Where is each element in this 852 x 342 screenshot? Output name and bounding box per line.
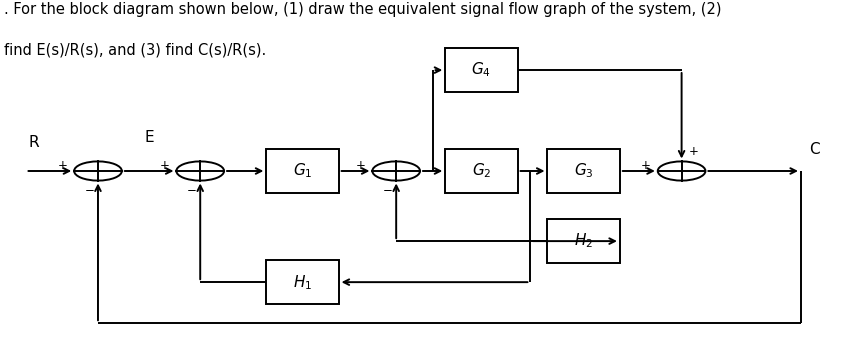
Text: C: C xyxy=(809,142,820,157)
Circle shape xyxy=(176,161,224,181)
FancyBboxPatch shape xyxy=(445,149,517,193)
Text: $H_2$: $H_2$ xyxy=(574,232,593,250)
Text: +: + xyxy=(641,159,651,172)
Text: −: − xyxy=(187,184,197,197)
Text: −: − xyxy=(84,184,95,197)
Text: R: R xyxy=(29,135,39,150)
Text: . For the block diagram shown below, (1) draw the equivalent signal flow graph o: . For the block diagram shown below, (1)… xyxy=(4,2,722,17)
FancyBboxPatch shape xyxy=(548,149,620,193)
Text: +: + xyxy=(355,159,366,172)
Text: +: + xyxy=(688,145,699,158)
Circle shape xyxy=(658,161,705,181)
Text: find E(s)/R(s), and (3) find C(s)/R(s).: find E(s)/R(s), and (3) find C(s)/R(s). xyxy=(4,43,267,58)
FancyBboxPatch shape xyxy=(266,149,339,193)
FancyBboxPatch shape xyxy=(548,219,620,263)
Text: −: − xyxy=(383,184,393,197)
Text: $G_1$: $G_1$ xyxy=(293,162,312,180)
Text: $G_2$: $G_2$ xyxy=(472,162,491,180)
Text: $G_4$: $G_4$ xyxy=(471,61,492,79)
Text: E: E xyxy=(144,130,154,145)
FancyBboxPatch shape xyxy=(266,260,339,304)
Circle shape xyxy=(372,161,420,181)
Text: +: + xyxy=(57,159,67,172)
FancyBboxPatch shape xyxy=(445,48,517,92)
Circle shape xyxy=(74,161,122,181)
Text: $G_3$: $G_3$ xyxy=(573,162,594,180)
Text: +: + xyxy=(159,159,170,172)
Text: $H_1$: $H_1$ xyxy=(293,273,312,291)
